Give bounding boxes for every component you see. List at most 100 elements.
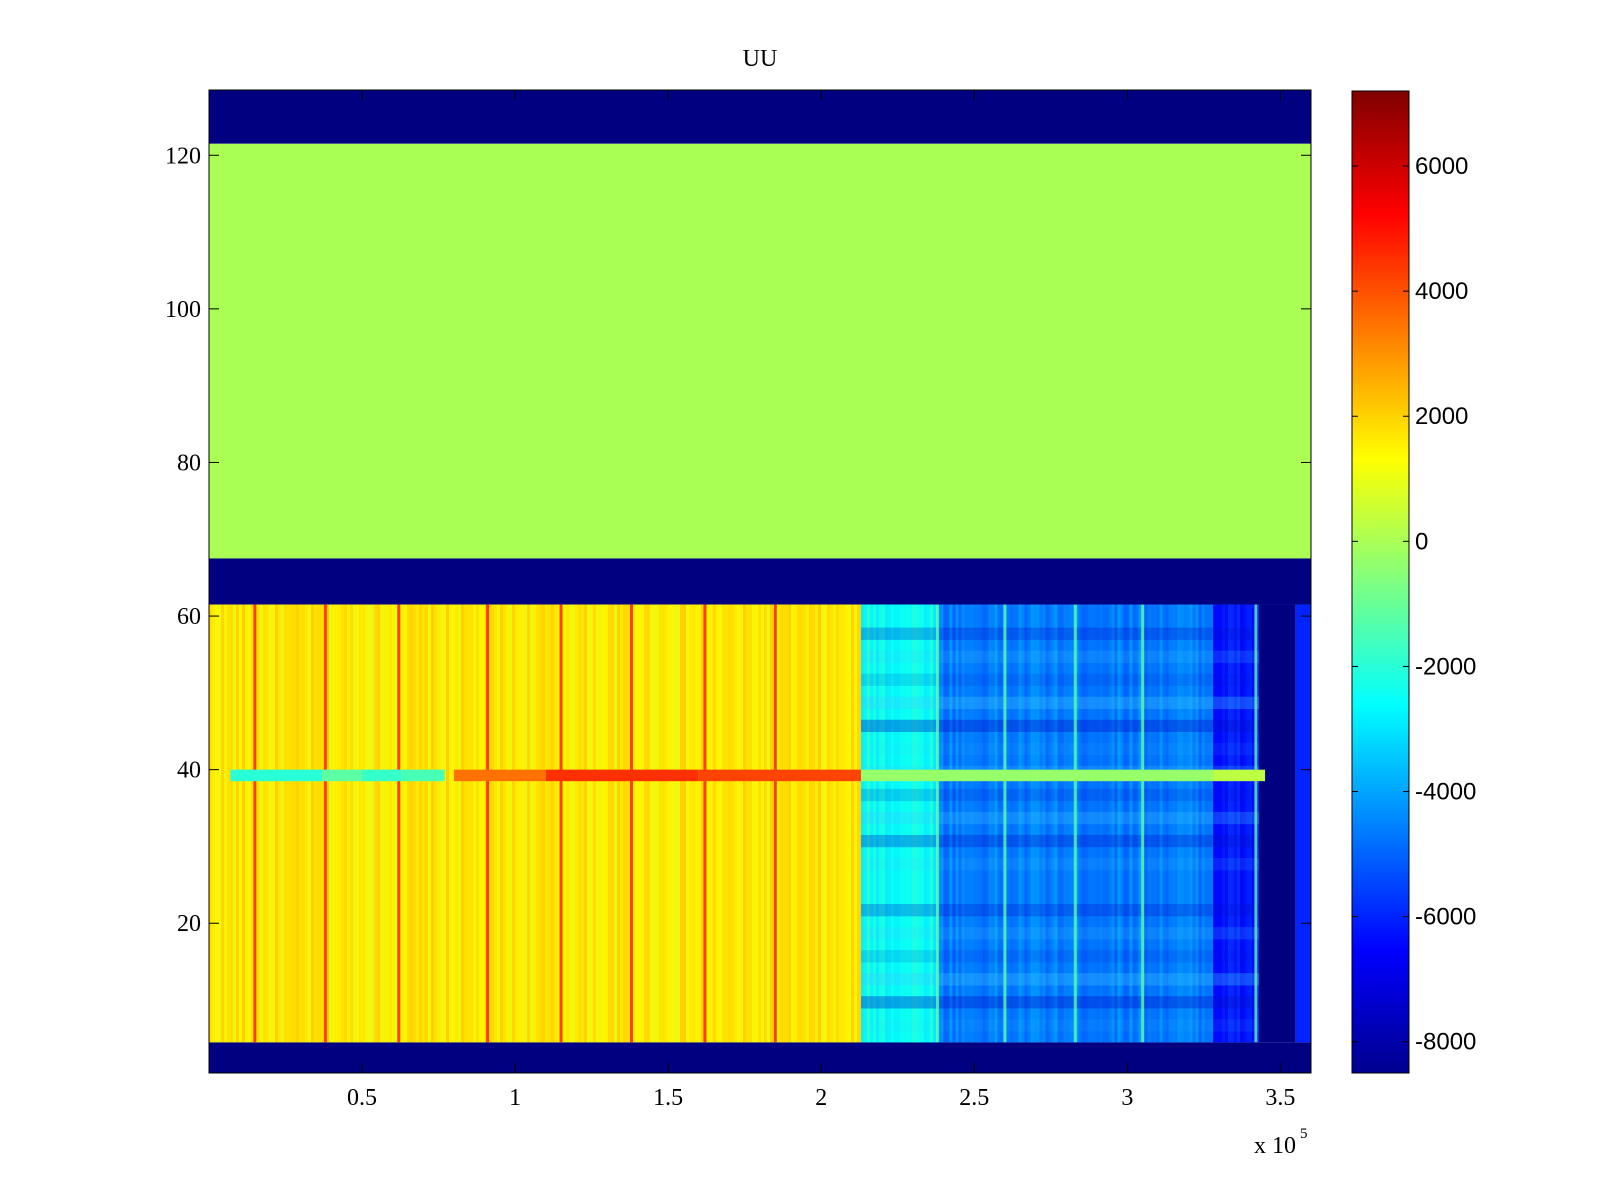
texture-column — [861, 604, 865, 1043]
texture-column — [299, 604, 302, 1043]
texture-column — [1216, 604, 1220, 1043]
texture-column — [668, 604, 671, 1043]
texture-column — [320, 604, 323, 1043]
texture-column — [287, 604, 290, 1043]
texture-column — [1159, 604, 1163, 1043]
texture-column — [221, 604, 224, 1043]
colorbar-tick-label: -4000 — [1415, 779, 1476, 806]
texture-column — [1033, 604, 1037, 1043]
texture-row — [861, 904, 1259, 917]
chart-title: UU — [743, 46, 778, 72]
texture-column — [1099, 604, 1103, 1043]
texture-column — [900, 604, 904, 1043]
texture-row — [861, 811, 1259, 825]
texture-row — [861, 973, 1259, 986]
texture-column — [212, 604, 215, 1043]
texture-column — [955, 604, 959, 1043]
texture-column — [266, 604, 269, 1043]
bright-column — [1003, 604, 1007, 1043]
texture-column — [698, 604, 701, 1043]
texture-column — [824, 604, 827, 1043]
texture-column — [527, 604, 530, 1043]
texture-column — [1147, 604, 1151, 1043]
y-tick-label: 80 — [177, 450, 201, 476]
texture-column — [281, 604, 284, 1043]
texture-column — [1165, 604, 1169, 1043]
texture-column — [1024, 604, 1028, 1043]
hot-column — [253, 604, 257, 1043]
texture-column — [359, 604, 362, 1043]
texture-column — [873, 604, 877, 1043]
texture-column — [341, 604, 344, 1043]
texture-column — [1009, 604, 1013, 1043]
lower-texture — [209, 604, 1259, 1043]
texture-column — [464, 604, 467, 1043]
texture-column — [1234, 604, 1238, 1043]
texture-row — [861, 996, 1259, 1009]
texture-column — [608, 604, 611, 1043]
texture-column — [416, 604, 419, 1043]
texture-column — [803, 604, 806, 1043]
texture-column — [991, 604, 995, 1043]
texture-column — [830, 604, 833, 1043]
colorbar — [1351, 90, 1410, 1074]
hot-column — [629, 604, 633, 1043]
texture-column — [842, 604, 845, 1043]
texture-column — [581, 604, 584, 1043]
y-axis: 20 40 60 80 100 120 — [165, 143, 1311, 937]
texture-column — [677, 604, 680, 1043]
x-tick-label: 1 — [509, 1085, 521, 1111]
texture-column — [1102, 604, 1106, 1043]
texture-column — [641, 604, 644, 1043]
texture-column — [365, 604, 368, 1043]
texture-column — [239, 604, 242, 1043]
texture-column — [761, 604, 764, 1043]
texture-column — [918, 604, 922, 1043]
texture-column — [845, 604, 848, 1043]
texture-column — [994, 604, 998, 1043]
texture-column — [431, 604, 434, 1043]
texture-column — [209, 604, 212, 1043]
row-39-segment — [545, 769, 699, 782]
texture-column — [1036, 604, 1040, 1043]
texture-column — [806, 604, 809, 1043]
texture-column — [683, 604, 686, 1043]
texture-column — [713, 604, 716, 1043]
y-tick-label: 20 — [177, 911, 201, 937]
texture-column — [293, 604, 296, 1043]
texture-column — [647, 604, 650, 1043]
texture-column — [1108, 604, 1112, 1043]
texture-column — [1081, 604, 1085, 1043]
texture-column — [566, 604, 569, 1043]
texture-column — [614, 604, 617, 1043]
texture-column — [407, 604, 410, 1043]
texture-column — [632, 604, 635, 1043]
texture-row — [861, 627, 1259, 640]
texture-column — [572, 604, 575, 1043]
texture-column — [569, 604, 572, 1043]
texture-column — [536, 604, 539, 1043]
texture-column — [269, 604, 272, 1043]
texture-column — [1105, 604, 1109, 1043]
texture-column — [251, 604, 254, 1043]
hot-column — [559, 604, 563, 1043]
texture-column — [695, 604, 698, 1043]
texture-column — [818, 604, 821, 1043]
texture-column — [1204, 604, 1208, 1043]
texture-column — [1186, 604, 1190, 1043]
texture-column — [812, 604, 815, 1043]
texture-column — [440, 604, 443, 1043]
texture-column — [770, 604, 773, 1043]
texture-column — [554, 604, 557, 1043]
texture-column — [218, 604, 221, 1043]
texture-column — [1231, 604, 1235, 1043]
texture-column — [503, 604, 506, 1043]
texture-column — [689, 604, 692, 1043]
texture-column — [1183, 604, 1187, 1043]
texture-column — [434, 604, 437, 1043]
texture-column — [371, 604, 374, 1043]
texture-column — [326, 604, 329, 1043]
texture-column — [888, 604, 892, 1043]
texture-column — [494, 604, 497, 1043]
texture-column — [1015, 604, 1019, 1043]
